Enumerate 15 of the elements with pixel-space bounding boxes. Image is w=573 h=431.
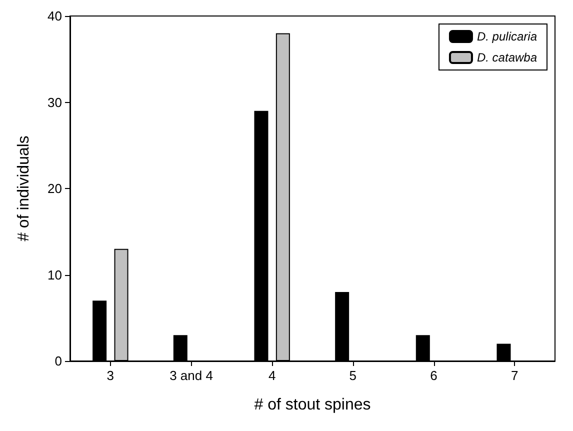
x-tick-label: 5 (349, 368, 357, 383)
x-axis-title: # of stout spines (254, 396, 371, 414)
legend-label: D. catawba (476, 50, 538, 64)
x-tick-label: 7 (510, 368, 518, 383)
x-tick-label: 3 (106, 368, 114, 383)
y-tick-label: 20 (48, 181, 62, 196)
y-tick-label: 40 (48, 8, 62, 24)
x-tick-label: 6 (430, 368, 438, 383)
y-tick-label: 0 (54, 354, 62, 368)
legend-label: D. pulicaria (476, 30, 538, 44)
x-tick-label: 3 and 4 (170, 368, 213, 383)
y-axis-title: # of individuals (16, 136, 32, 242)
y-tick-label: 10 (48, 267, 62, 282)
x-tick-label: 4 (268, 368, 276, 383)
y-tick-label: 30 (48, 94, 62, 110)
